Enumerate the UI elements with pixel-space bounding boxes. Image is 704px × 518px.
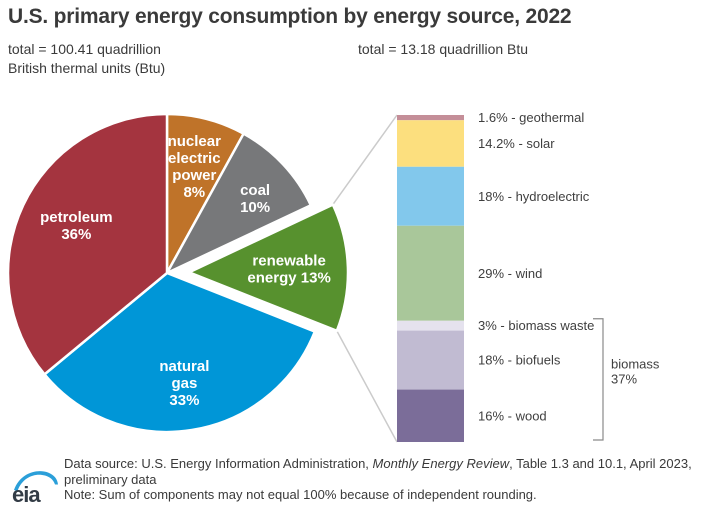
- pie-total-label: total = 100.41 quadrillion British therm…: [8, 40, 165, 78]
- pie-label-nuclear-electric-power: nuclear electric power 8%: [168, 133, 222, 201]
- data-source-text: Data source: U.S. Energy Information Adm…: [64, 456, 696, 487]
- connector-line-bottom: [336, 330, 398, 443]
- data-source-publication: Monthly Energy Review: [372, 456, 510, 471]
- pie-total-line2: British thermal units (Btu): [8, 60, 166, 76]
- chart-title: U.S. primary energy consumption by energ…: [8, 5, 572, 28]
- bar-label-wood: 16% - wood: [478, 408, 547, 423]
- eia-logo-swoosh-icon: [14, 471, 58, 491]
- pie-label-natural-gas: natural gas 33%: [159, 358, 209, 409]
- biomass-bracket: [593, 318, 604, 441]
- pie-label-petroleum: petroleum 36%: [40, 209, 113, 243]
- data-source-suffix: , Table 1.3 and 10.1, April 2023, prelim…: [64, 456, 692, 487]
- pie-total-line1: total = 100.41 quadrillion: [8, 41, 161, 57]
- connector-line-top: [332, 114, 398, 206]
- eia-logo-text: eia: [12, 482, 41, 504]
- bar-segment-geothermal: [397, 115, 464, 121]
- bar-label-biofuels: 18% - biofuels: [478, 353, 561, 368]
- bar-label-solar: 14.2% - solar: [478, 136, 555, 151]
- pie-slice-petroleum: [6, 112, 169, 376]
- biomass-bracket-label: biomass 37%: [611, 356, 660, 386]
- bar-label-hydroelectric: 18% - hydroelectric: [478, 189, 590, 204]
- bar-segment-hydroelectric: [397, 166, 464, 226]
- eia-logo: eia: [12, 471, 58, 504]
- bar-segment-biofuels: [397, 330, 464, 390]
- bar-total-label: total = 13.18 quadrillion Btu: [358, 41, 529, 57]
- footer: Data source: U.S. Energy Information Adm…: [64, 456, 696, 503]
- data-source-prefix: Data source: U.S. Energy Information Adm…: [64, 456, 373, 471]
- bar-segment-biomass-waste: [397, 320, 464, 331]
- pie-label-renewable-energy: renewable energy 13%: [247, 253, 330, 287]
- pie-slice-coal: [165, 132, 313, 275]
- pie-slice-natural-gas: [43, 271, 317, 434]
- bar-label-wind: 29% - wind: [478, 266, 542, 281]
- bar-label-biomass-waste: 3% - biomass waste: [478, 318, 594, 333]
- pie-label-coal: coal 10%: [240, 182, 270, 216]
- bar-segment-wind: [397, 225, 464, 321]
- footer-note: Note: Sum of components may not equal 10…: [64, 487, 537, 502]
- pie-slice-renewable-energy: [187, 203, 350, 333]
- bar-segment-solar: [397, 120, 464, 167]
- bar-segment-wood: [397, 389, 464, 442]
- bar-label-geothermal: 1.6% - geothermal: [478, 110, 584, 125]
